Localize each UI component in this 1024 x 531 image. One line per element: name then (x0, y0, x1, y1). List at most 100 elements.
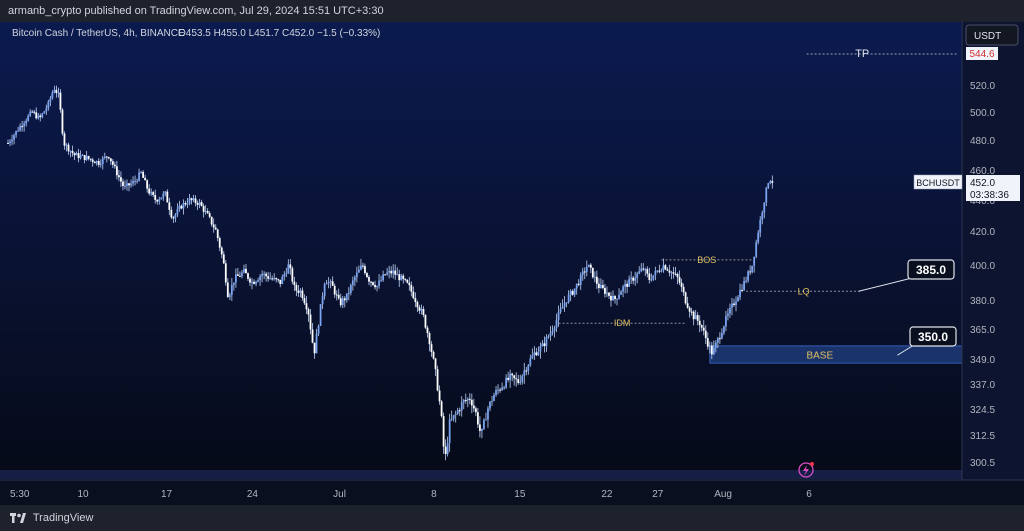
candle-body (174, 214, 177, 219)
candle-body (321, 296, 324, 305)
candle-body (517, 379, 520, 383)
candle-body (19, 126, 21, 131)
candle-body (152, 192, 155, 196)
candle-body (412, 291, 415, 299)
candle-body (761, 212, 764, 220)
candle-body (237, 274, 239, 276)
candle-body (448, 419, 451, 444)
candle-body (672, 272, 675, 274)
candle-body (503, 387, 505, 389)
candle-body (700, 325, 703, 328)
candle-body (263, 273, 266, 275)
candle-body (513, 375, 516, 379)
candle-body (438, 390, 441, 402)
y-tick-label: 500.0 (970, 108, 995, 119)
candle-body (222, 254, 225, 264)
candle-body (595, 276, 598, 284)
candle-body (31, 111, 34, 113)
candle-body (688, 307, 691, 312)
candle-body (634, 277, 637, 281)
y-tick-label: 480.0 (970, 136, 995, 147)
candle-body (63, 133, 66, 146)
candle-body (196, 202, 199, 205)
candle-body (358, 269, 360, 273)
y-tick-label: 324.5 (970, 405, 995, 416)
candle-body (224, 263, 227, 283)
time-axis-panel (0, 480, 1024, 505)
candle-body (733, 303, 735, 305)
candle-body (470, 399, 473, 406)
y-tick-label: 349.0 (970, 355, 995, 366)
candle-body (555, 319, 558, 328)
candle-body (545, 337, 548, 347)
candle-body (126, 183, 128, 186)
candle-body (483, 419, 485, 429)
candle-body (674, 273, 677, 275)
notification-dot (810, 462, 814, 466)
candle-body (257, 280, 259, 282)
candle-body (696, 315, 699, 321)
candle-body (9, 141, 11, 144)
candle-body (192, 198, 195, 201)
candle-body (765, 187, 768, 203)
candle-body (436, 369, 439, 391)
candle-body (614, 295, 616, 300)
candle-body (103, 156, 106, 158)
candle-body (474, 408, 477, 413)
candle-body (360, 265, 362, 270)
label-layer: TP BOS LQ IDM BASE 385.0 350.0 544.6 BCHUSDT 452.… (12, 24, 1020, 478)
price-chart[interactable]: 300.5 312.5 324.5 337.0 349.0 365.0 380.0 400.0… (0, 22, 1024, 505)
currency-button[interactable] (965, 24, 1019, 46)
candle-body (372, 282, 374, 285)
candle-body (93, 161, 96, 164)
candle-body (549, 332, 552, 337)
candle-body (745, 280, 747, 282)
candle-body (708, 345, 711, 347)
candle-body (664, 265, 667, 270)
x-tick-label: 6 (806, 489, 812, 500)
y-tick-label: 520.0 (970, 81, 995, 92)
candle-body (747, 271, 750, 281)
last-price-badge (966, 175, 1020, 201)
candle-body (251, 281, 253, 283)
candle-body (541, 343, 544, 347)
candle-body (230, 284, 233, 295)
candle-body (593, 276, 596, 278)
candle-body (91, 159, 94, 162)
candle-body (116, 166, 118, 176)
footer-brand: TradingView (32, 512, 94, 524)
candle-body (49, 98, 52, 102)
candle-body (704, 330, 707, 339)
tp-price-badge-text: 544.6 (969, 49, 994, 60)
candle-body (501, 387, 503, 390)
candle-body (55, 89, 58, 93)
candle-body (723, 326, 725, 334)
chart-area[interactable]: 300.5 312.5 324.5 337.0 349.0 365.0 380.0 400.0… (0, 22, 1024, 505)
candle-body (269, 278, 272, 280)
candle-body (561, 306, 564, 309)
candle-body (188, 198, 191, 204)
callout-pointer (858, 277, 913, 292)
candle-body (309, 314, 312, 330)
candle-body (267, 276, 270, 279)
candle-body (218, 238, 221, 248)
lightning-icon[interactable] (798, 462, 814, 478)
candle-body (404, 278, 407, 280)
candle-body (416, 301, 419, 308)
publish-line: armanb_crypto published on TradingView.c… (8, 5, 384, 17)
candle-body (487, 408, 489, 420)
candle-body (148, 188, 151, 194)
candle-body (259, 276, 261, 281)
candle-body (567, 294, 570, 303)
candle-body (535, 352, 538, 356)
x-tick-label: 10 (77, 489, 89, 500)
candle-body (462, 400, 465, 403)
candle-body (591, 267, 594, 278)
candle-body (553, 327, 556, 332)
candle-body (234, 274, 237, 283)
candle-body (390, 270, 393, 274)
candle-body (154, 195, 157, 200)
callout-pointer (897, 344, 915, 356)
candle-body (97, 161, 100, 165)
candle-body (751, 265, 754, 273)
